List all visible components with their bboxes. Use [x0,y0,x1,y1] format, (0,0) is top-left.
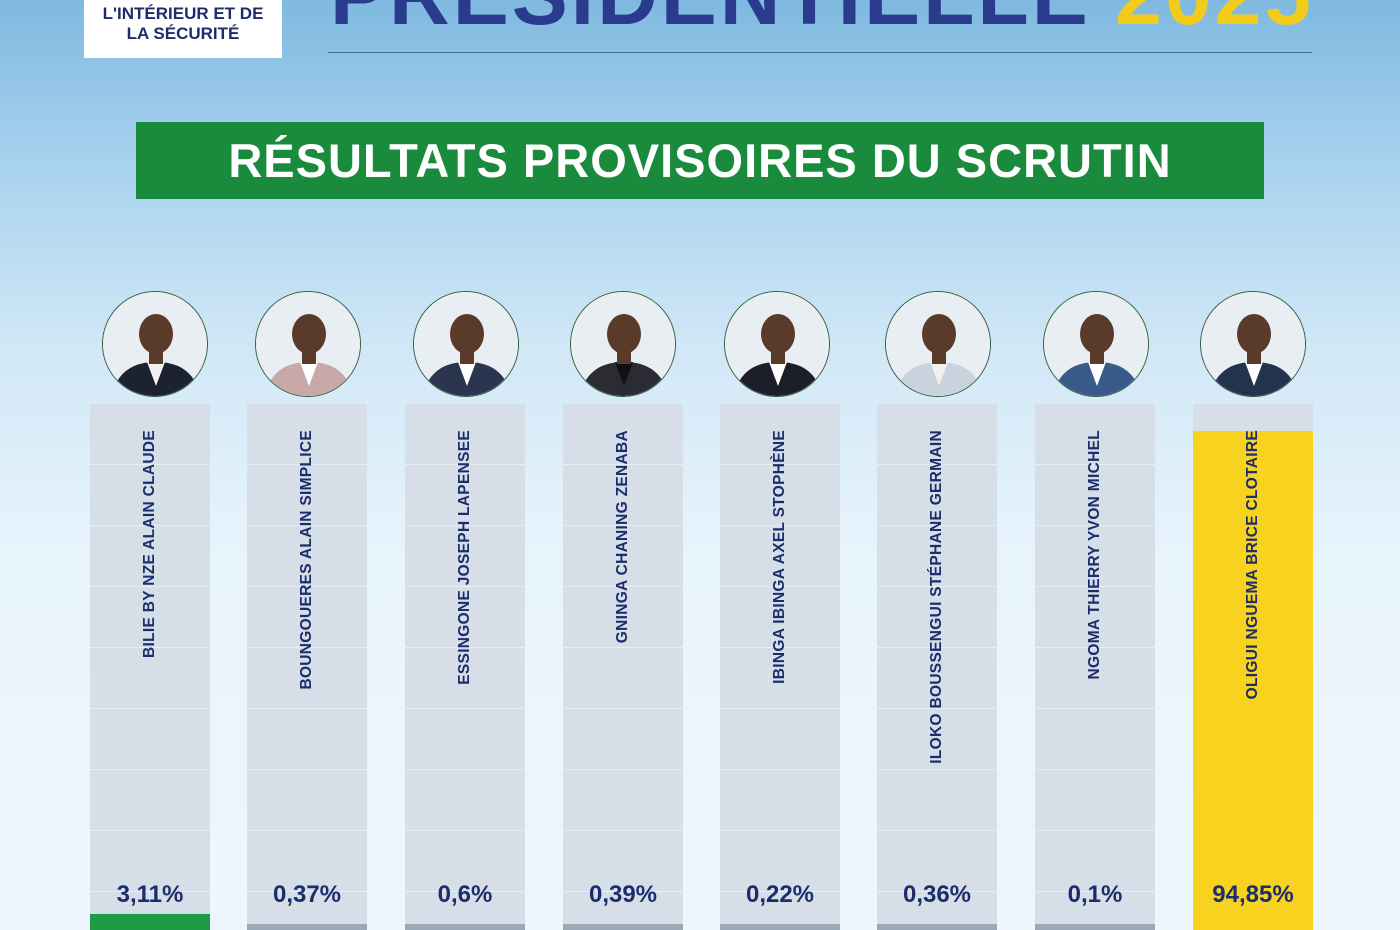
result-bar [1035,924,1155,930]
result-percentage: 94,85% [1212,881,1294,908]
column-gridlines [720,404,840,930]
candidate-photo [1200,291,1306,397]
ministry-line-2: LA SÉCURITÉ [126,24,240,43]
result-percentage: 0,6% [437,881,493,908]
result-bar [247,924,367,930]
result-percentage: 0,22% [745,881,815,908]
candidate-photo [885,291,991,397]
candidate-column: ILOKO BOUSSENGUI STÉPHANE GERMAIN 0,36% [877,404,997,930]
candidate-name: BILIE BY NZE ALAIN CLAUDE [141,430,158,658]
candidate-name: ESSINGONE JOSEPH LAPENSEE [456,430,473,685]
candidate-column: NGOMA THIERRY YVON MICHEL 0,1% [1035,404,1155,930]
candidate-photo [413,291,519,397]
column-gridlines [405,404,525,930]
column-gridlines [90,404,210,930]
result-bar [405,924,525,930]
result-percentage: 0,39% [588,881,658,908]
result-bar [877,924,997,930]
result-bar [720,924,840,930]
result-percentage: 3,11% [116,881,184,908]
candidate-column: ESSINGONE JOSEPH LAPENSEE 0,6% [405,404,525,930]
candidate-photo [255,291,361,397]
candidate-name: BOUNGOUERES ALAIN SIMPLICE [298,430,315,690]
candidate-photo [1043,291,1149,397]
ministry-line-1: L'INTÉRIEUR ET DE [102,4,264,23]
results-banner: RÉSULTATS PROVISOIRES DU SCRUTIN [136,122,1264,199]
title-year: 2025 [1115,0,1314,37]
candidate-photo [570,291,676,397]
result-bar [563,924,683,930]
candidate-name: OLIGUI NGUEMA BRICE CLOTAIRE [1244,430,1261,700]
candidate-name: IBINGA IBINGA AXEL STOPHÈNE [771,430,788,684]
column-gridlines [877,404,997,930]
candidate-column: OLIGUI NGUEMA BRICE CLOTAIRE 94,85% [1193,404,1313,930]
ministry-logo-box: L'INTÉRIEUR ET DE LA SÉCURITÉ [84,0,282,58]
candidate-column: BOUNGOUERES ALAIN SIMPLICE 0,37% [247,404,367,930]
column-gridlines [247,404,367,930]
candidate-name: NGOMA THIERRY YVON MICHEL [1086,430,1103,680]
candidate-column: BILIE BY NZE ALAIN CLAUDE 3,11% [90,404,210,930]
title-word: PRÉSIDENTIELLE [330,0,1091,42]
page-title: PRÉSIDENTIELLE 2025 [330,0,1320,37]
candidate-column: GNINGA CHANING ZENABA 0,39% [563,404,683,930]
column-gridlines [1035,404,1155,930]
result-bar [1193,431,1313,930]
result-percentage: 0,1% [1067,881,1123,908]
result-percentage: 0,37% [272,881,342,908]
candidate-name: ILOKO BOUSSENGUI STÉPHANE GERMAIN [928,430,945,764]
candidate-name: GNINGA CHANING ZENABA [614,430,631,644]
candidate-photo [724,291,830,397]
result-bar [90,913,210,930]
title-divider [328,52,1312,53]
result-percentage: 0,36% [902,881,972,908]
candidate-column: IBINGA IBINGA AXEL STOPHÈNE 0,22% [720,404,840,930]
candidate-photo [102,291,208,397]
column-gridlines [563,404,683,930]
